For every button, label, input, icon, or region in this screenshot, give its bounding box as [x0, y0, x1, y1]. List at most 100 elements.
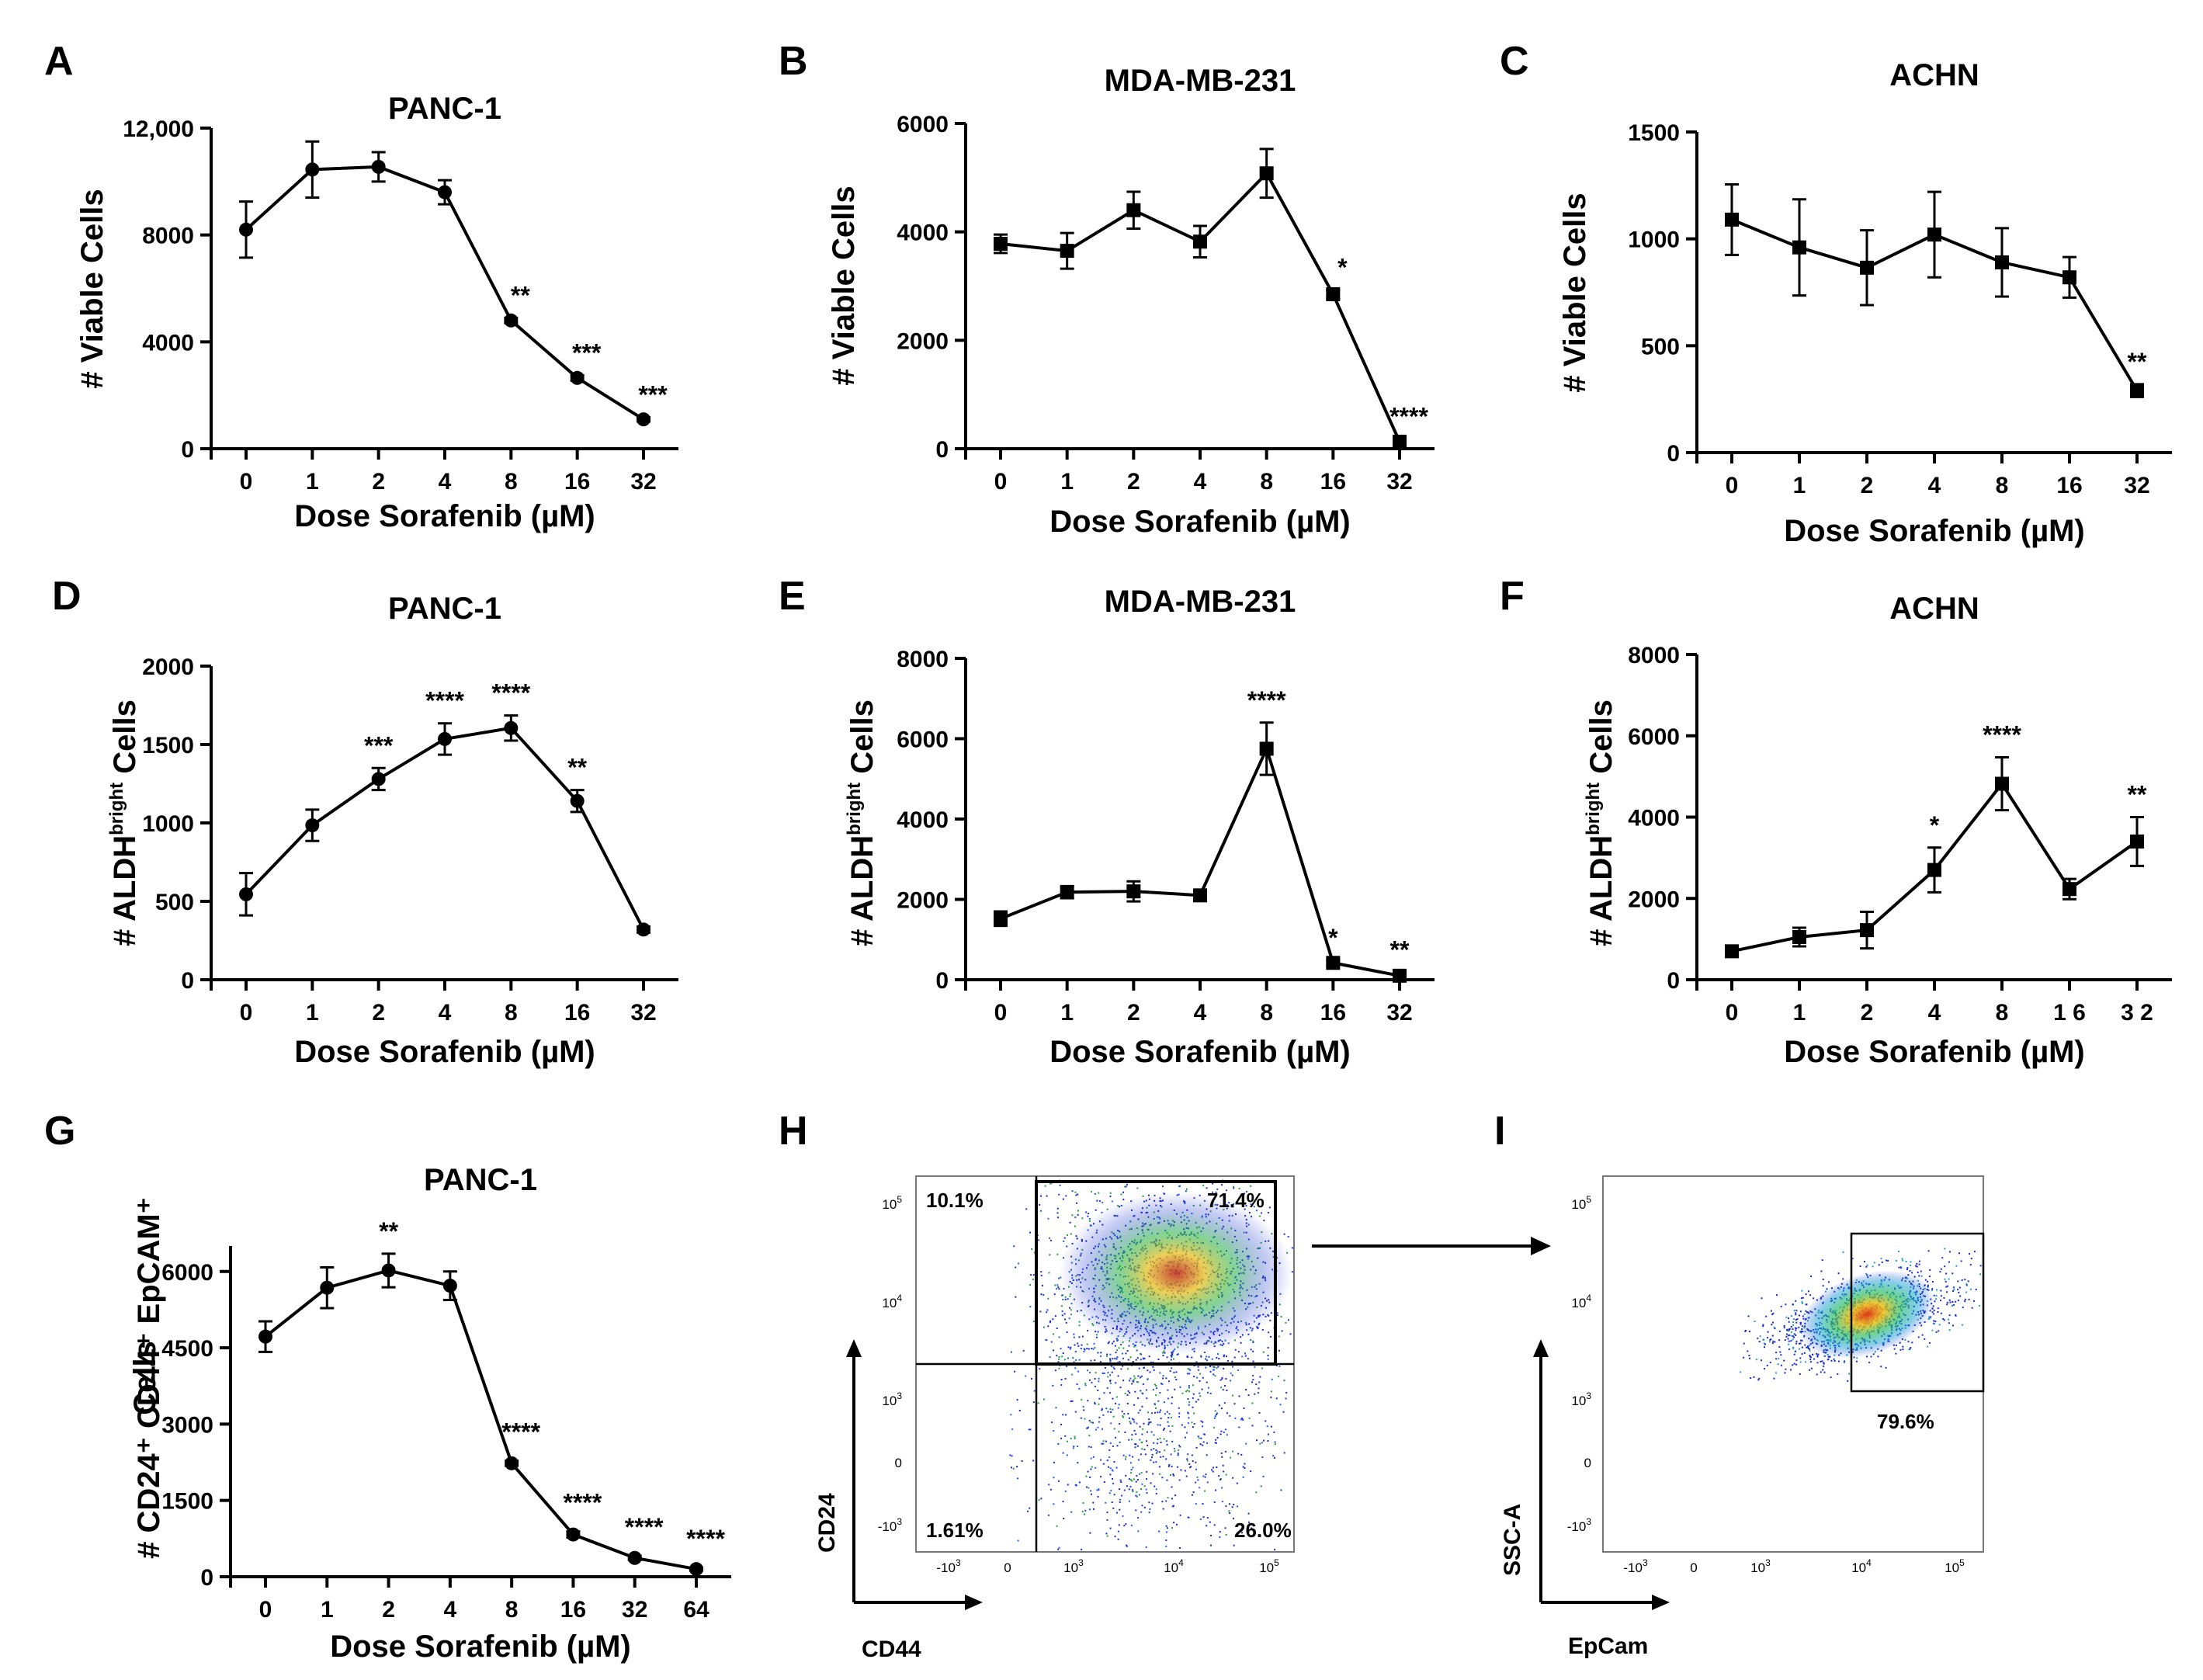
flow-h-event — [1208, 1355, 1210, 1358]
flow-h-event — [1220, 1430, 1223, 1432]
flow-h-event — [1100, 1476, 1102, 1478]
flow-i-event — [1848, 1373, 1851, 1375]
flow-h-event — [1108, 1449, 1111, 1451]
flow-h-event — [1129, 1380, 1131, 1382]
flow-h-event — [1238, 1426, 1240, 1428]
flow-h-event — [1168, 1413, 1171, 1415]
x-axis-label-e: Dose Sorafenib (µM) — [1049, 1035, 1351, 1069]
flow-i-event — [1823, 1362, 1825, 1364]
flow-h-event — [1122, 1416, 1125, 1418]
flow-h-event — [1186, 1458, 1188, 1460]
flow-h-event — [1122, 1199, 1125, 1201]
flow-h-event — [1245, 1442, 1247, 1445]
flow-h-event — [1052, 1318, 1054, 1321]
flow-i-event — [1816, 1354, 1819, 1356]
flow-h-event — [1220, 1408, 1223, 1410]
flow-h-event — [1187, 1368, 1189, 1370]
flow-h-event — [1113, 1428, 1115, 1430]
flow-h-event — [1054, 1315, 1056, 1317]
flow-i-event — [1762, 1324, 1764, 1326]
flow-h-event — [1274, 1456, 1276, 1459]
flow-h-event — [1095, 1209, 1097, 1211]
flow-h-event — [1132, 1456, 1134, 1458]
data-point-f-6 — [2130, 834, 2144, 849]
flow-h-event — [1032, 1274, 1035, 1276]
flow-h-event — [1113, 1494, 1115, 1496]
flow-i-event — [1833, 1358, 1835, 1360]
significance-g-2: ** — [379, 1217, 398, 1245]
flow-i-event — [1790, 1331, 1792, 1334]
flow-i-event — [1788, 1328, 1790, 1331]
flow-i-event — [1796, 1318, 1799, 1321]
flow-h-event — [1195, 1461, 1197, 1463]
flow-i-event — [1792, 1303, 1795, 1306]
flow-h-event — [1132, 1361, 1134, 1363]
panel-letter-b: B — [779, 39, 808, 84]
flow-h-event — [1161, 1185, 1164, 1188]
flow-h-event — [1206, 1187, 1208, 1189]
flow-h-event — [1163, 1438, 1165, 1440]
flow-h-event — [1196, 1476, 1199, 1478]
flow-h-event — [1188, 1516, 1190, 1519]
data-point-b-1 — [1060, 244, 1074, 259]
flow-h-event — [1077, 1462, 1079, 1464]
x-tick-label-f-2: 2 — [1861, 1000, 1874, 1026]
flow-h-event — [1134, 1446, 1136, 1449]
flow-i-event — [1927, 1345, 1929, 1348]
flow-h-event — [1244, 1355, 1247, 1357]
flow-h-event — [1057, 1442, 1060, 1445]
flow-h-event — [1062, 1352, 1064, 1355]
flow-h-event — [1115, 1382, 1117, 1384]
flow-h-event — [1077, 1345, 1080, 1347]
flow-h-event — [1187, 1412, 1189, 1414]
flow-h-event — [1172, 1358, 1174, 1360]
flow-h-event — [1177, 1453, 1179, 1455]
flow-h-event — [1109, 1467, 1112, 1470]
flow-h-event — [1202, 1475, 1205, 1477]
flow-i-event — [1793, 1336, 1795, 1338]
y-tick-label-f-1: 2000 — [1628, 887, 1680, 912]
data-point-e-2 — [1126, 884, 1141, 899]
flow-i-event — [1769, 1361, 1771, 1363]
flow-i-event — [1783, 1359, 1785, 1362]
flow-h-event — [1119, 1423, 1121, 1425]
flow-i-event — [1834, 1359, 1836, 1362]
x-tick-label-e-2: 2 — [1127, 1000, 1140, 1026]
flow-h-event — [1189, 1467, 1192, 1469]
flow-h-event — [1029, 1306, 1032, 1308]
flow-h-event — [1089, 1508, 1091, 1511]
flow-h-event — [1106, 1353, 1108, 1355]
flow-i-event — [1920, 1270, 1922, 1272]
flow-h-event — [1094, 1359, 1096, 1362]
flow-h-event — [1077, 1370, 1080, 1373]
flow-h-event — [1111, 1200, 1113, 1203]
flow-h-event — [1076, 1383, 1078, 1385]
flow-h-event — [1018, 1262, 1020, 1265]
flow-h-event — [1110, 1490, 1112, 1492]
flow-h-event — [1131, 1480, 1133, 1482]
flow-h-event — [1123, 1413, 1126, 1415]
flow-h-event — [1119, 1361, 1121, 1363]
flow-h-event — [1219, 1433, 1222, 1435]
flow-i-event — [1770, 1310, 1772, 1312]
flow-h-event — [1149, 1371, 1151, 1373]
flow-h-event — [1060, 1383, 1063, 1386]
flow-h-event — [1157, 1439, 1159, 1441]
flow-h-event — [1087, 1330, 1089, 1332]
flow-h-event — [1061, 1314, 1063, 1317]
flow-h-event — [1082, 1406, 1084, 1408]
flow-h-event — [1191, 1421, 1193, 1424]
flow-h-event — [1067, 1234, 1069, 1236]
flow-h-event — [1166, 1411, 1168, 1413]
flow-h-event — [1080, 1417, 1082, 1419]
flow-h-event — [1115, 1467, 1118, 1469]
flow-i-event — [1905, 1261, 1907, 1263]
x-tick-label-b-5: 16 — [1320, 469, 1346, 495]
flow-h-event — [1212, 1191, 1214, 1193]
flow-i-event — [1910, 1261, 1912, 1263]
flow-h-event — [1224, 1385, 1226, 1387]
flow-i-event — [1928, 1342, 1931, 1344]
flow-h-density-core — [1060, 1192, 1292, 1355]
x-tick-label-g-2: 2 — [382, 1597, 395, 1623]
